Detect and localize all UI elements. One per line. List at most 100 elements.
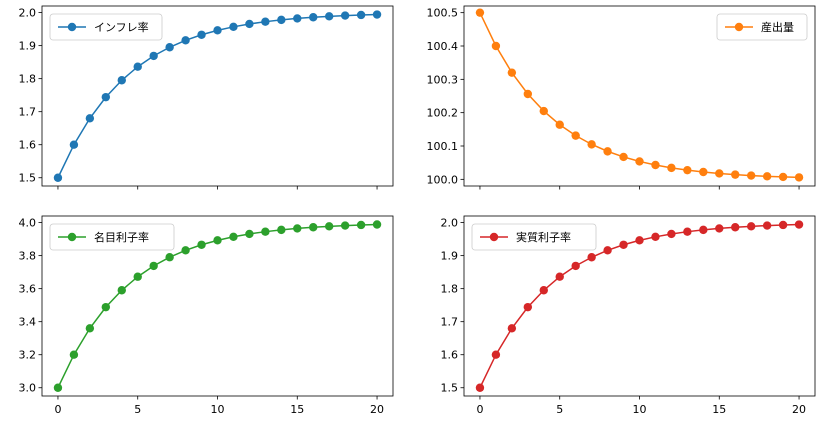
data-point: [651, 232, 660, 242]
data-point: [117, 286, 126, 295]
y-tick-label: 100.3: [427, 73, 459, 86]
legend-label: 産出量: [761, 20, 794, 34]
data-point: [475, 383, 485, 392]
x-tick-label: 0: [476, 403, 483, 416]
data-point: [309, 13, 318, 22]
data-point: [229, 22, 238, 32]
data-point: [340, 221, 350, 230]
y-tick-label: 3.6: [19, 283, 37, 296]
data-point: [635, 236, 644, 245]
subplot-inflation: 1.5 1.6 1.7 1.8 1.9 2.0 インフレ率: [19, 5, 394, 190]
data-point: [507, 324, 517, 333]
data-point: [699, 225, 708, 235]
y-tick-label: 1.9: [441, 250, 459, 263]
data-point: [181, 36, 190, 45]
x-tick-label: 15: [712, 403, 726, 416]
data-point: [619, 152, 628, 162]
data-point: [277, 225, 286, 235]
legend-marker: [489, 232, 499, 242]
y-tick-label: 100.0: [427, 173, 459, 186]
y-tick-label: 2.0: [19, 7, 37, 20]
y-tick-label: 3.8: [19, 250, 37, 263]
data-point: [133, 62, 142, 71]
data-point: [149, 261, 158, 271]
data-point: [356, 10, 366, 20]
legend-box: [716, 13, 808, 41]
data-point: [699, 167, 708, 177]
x-tick-label: 20: [370, 403, 384, 416]
data-point: [133, 272, 142, 281]
axes-frame: [463, 215, 816, 397]
data-point: [619, 240, 628, 249]
data-point: [261, 227, 270, 236]
legend: 実質利子率: [471, 223, 597, 251]
data-point: [277, 15, 286, 25]
x-tick-label: 15: [290, 403, 304, 416]
y-tick-label: 3.2: [19, 349, 37, 362]
axes-frame: [41, 5, 394, 187]
data-point: [507, 68, 517, 77]
data-point: [85, 114, 95, 123]
data-point: [491, 41, 501, 51]
y-tick-label: 1.8: [19, 73, 37, 86]
data-point: [683, 227, 692, 236]
x-tick-label: 5: [134, 403, 141, 416]
legend-box: [49, 223, 175, 251]
legend-label: インフレ率: [94, 20, 149, 34]
y-tick-label: 1.8: [441, 283, 459, 296]
legend: 名目利子率: [49, 223, 175, 251]
data-point: [324, 222, 334, 231]
subplot-output: 100.0 100.1 100.2 100.3 100.4 100.5 産出量: [427, 5, 816, 190]
data-point: [245, 19, 254, 29]
legend-box: [49, 13, 163, 41]
data-point: [523, 302, 533, 312]
data-point: [731, 223, 740, 232]
legend: 産出量: [716, 13, 808, 41]
data-point: [245, 229, 254, 239]
data-point: [746, 171, 756, 180]
data-point: [372, 10, 382, 19]
data-point: [372, 220, 382, 229]
data-point: [746, 222, 756, 231]
data-point: [683, 165, 692, 175]
data-point: [213, 26, 222, 35]
y-tick-label: 100.2: [427, 107, 459, 120]
data-point: [229, 232, 238, 241]
axes-frame: [41, 215, 394, 397]
data-point: [571, 261, 580, 271]
y-tick-label: 100.5: [427, 7, 459, 20]
legend: インフレ率: [49, 13, 163, 41]
y-tick-label: 1.9: [19, 40, 37, 53]
data-point: [762, 221, 772, 230]
data-point: [794, 173, 804, 182]
data-point: [778, 172, 788, 182]
legend-marker: [734, 22, 744, 32]
data-point: [587, 253, 596, 262]
x-tick-label: 10: [633, 403, 647, 416]
data-point: [293, 14, 302, 23]
y-tick-label: 3.0: [19, 382, 37, 395]
y-tick-label: 2.0: [441, 217, 459, 230]
data-point: [101, 302, 111, 312]
data-point: [778, 220, 788, 230]
y-tick-label: 1.5: [19, 172, 37, 185]
data-point: [603, 147, 612, 156]
data-point: [523, 89, 533, 99]
data-point: [53, 173, 63, 182]
data-point: [165, 253, 174, 262]
y-tick-label: 100.1: [427, 140, 459, 153]
data-point: [539, 286, 548, 295]
legend-marker: [67, 22, 77, 32]
data-point: [794, 220, 804, 229]
y-tick-label: 3.4: [19, 316, 37, 329]
data-point: [667, 229, 676, 239]
data-point: [165, 43, 174, 52]
data-point: [603, 246, 612, 255]
data-point: [667, 163, 676, 173]
data-point: [715, 169, 724, 178]
legend-label: 名目利子率: [94, 230, 149, 244]
y-tick-label: 4.0: [19, 217, 37, 230]
data-point: [197, 30, 206, 39]
x-tick-label: 10: [211, 403, 225, 416]
